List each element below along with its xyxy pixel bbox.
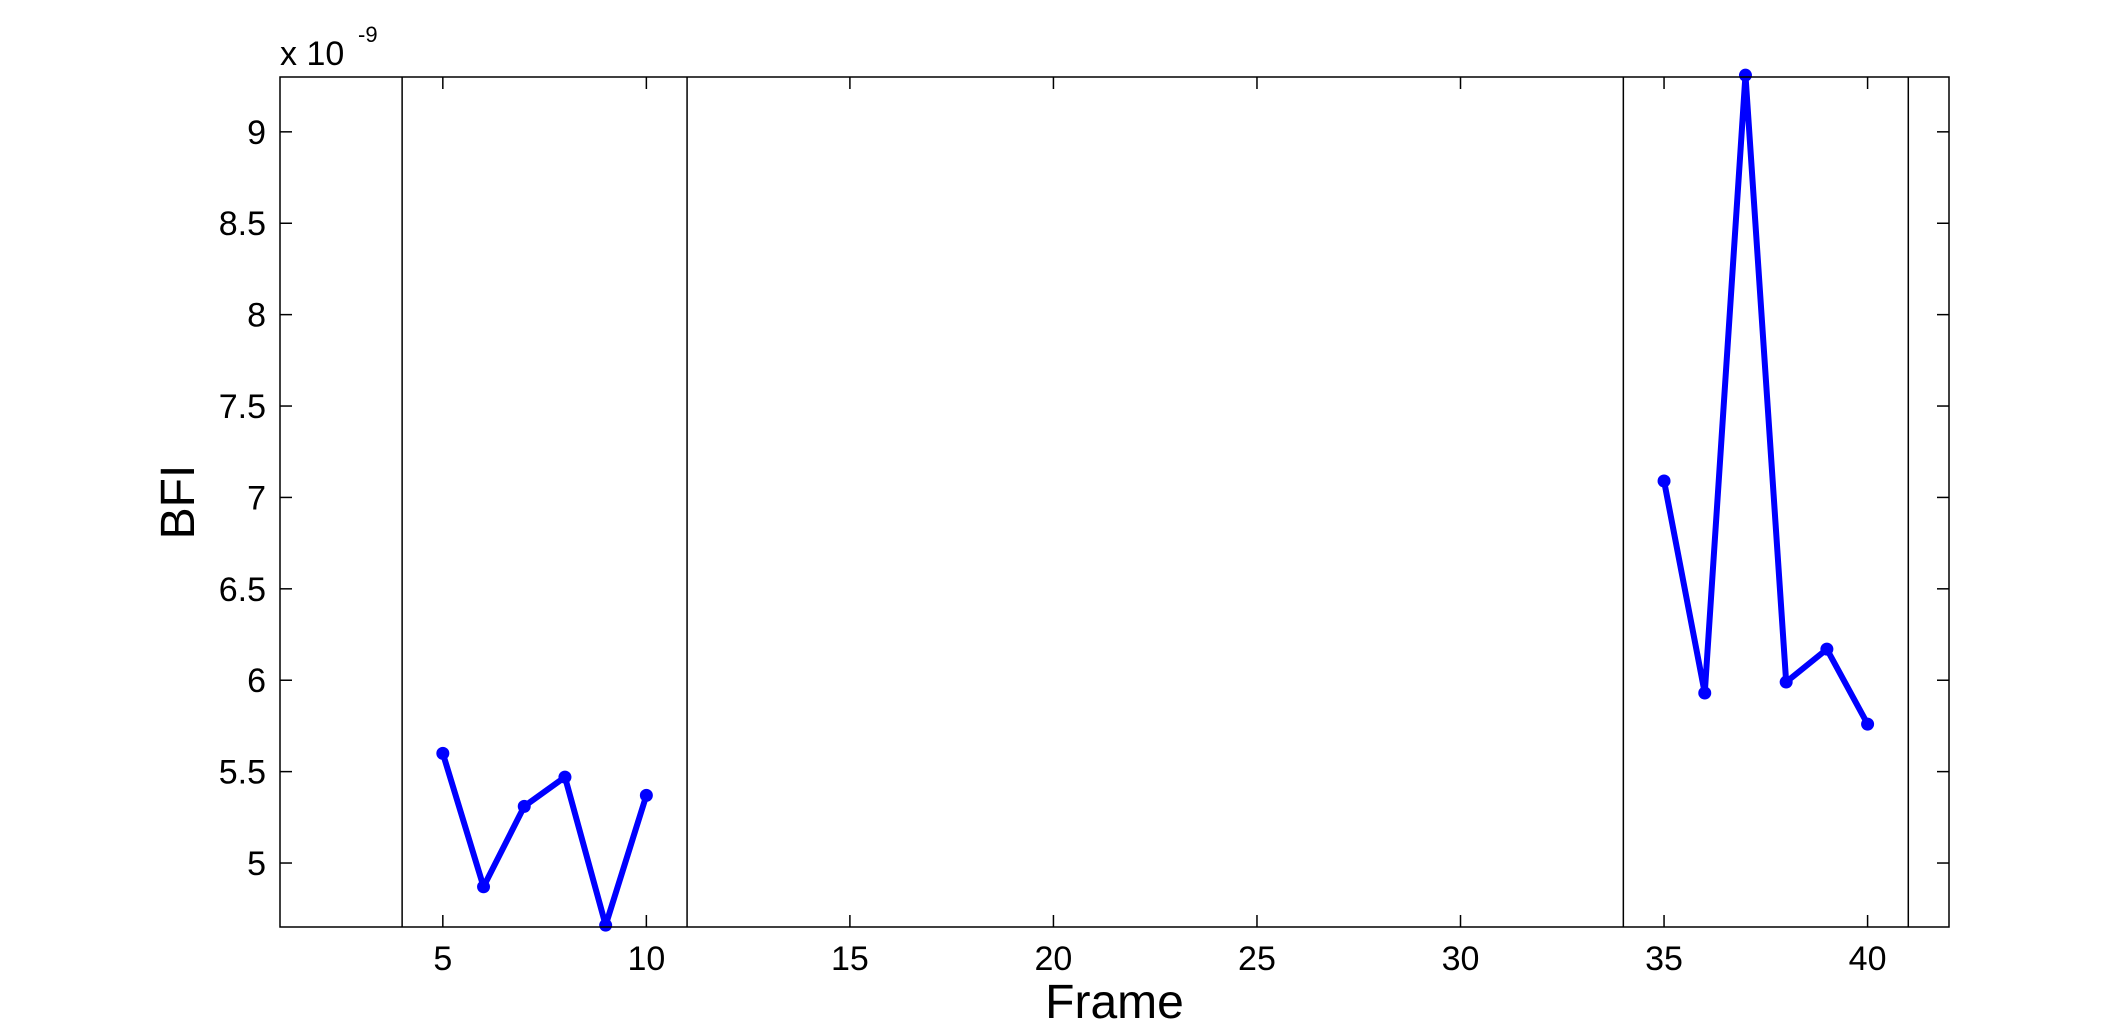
y-axis-label: BFI <box>152 465 205 540</box>
series-1-point-0 <box>1657 474 1671 488</box>
y-tick-label-8: 9 <box>247 114 266 152</box>
series-0-point-0 <box>436 746 450 760</box>
series-0-point-2 <box>517 799 531 813</box>
y-tick-label-2: 6 <box>247 662 266 700</box>
series-1-point-2 <box>1738 68 1752 82</box>
series-1-point-4 <box>1820 642 1834 656</box>
y-tick-label-1: 5.5 <box>219 754 266 792</box>
series-1-point-1 <box>1698 686 1712 700</box>
plot-area-frame <box>279 76 1950 928</box>
series-0-point-4 <box>599 918 613 932</box>
x-axis-label: Frame <box>1045 976 1184 1027</box>
y-tick-label-4: 7 <box>247 479 266 517</box>
series-0-point-3 <box>558 770 572 784</box>
frame-separator-lines <box>401 77 1910 927</box>
x-tick-label-6: 35 <box>1645 940 1683 978</box>
y-tick-label-0: 5 <box>247 845 266 883</box>
y-tick-label-3: 6.5 <box>219 571 266 609</box>
x-tick-label-4: 25 <box>1238 940 1276 978</box>
data-series <box>436 68 1875 932</box>
x-tick-label-1: 10 <box>627 940 665 978</box>
x-tick-label-3: 20 <box>1035 940 1073 978</box>
series-0-point-1 <box>477 880 491 894</box>
y-tick-label-6: 8 <box>247 297 266 335</box>
y-multiplier-exponent: -9 <box>358 22 378 47</box>
x-tick-label-2: 15 <box>831 940 869 978</box>
x-tick-label-7: 40 <box>1849 940 1887 978</box>
series-0-point-5 <box>639 788 653 802</box>
y-tick-labels: 5 5.5 6 6.5 7 7.5 8 8.5 9 <box>219 114 266 883</box>
x-tick-labels: 5 10 15 20 25 30 35 40 <box>433 940 1886 978</box>
axis-ticks <box>280 77 1949 927</box>
x-tick-label-5: 30 <box>1442 940 1480 978</box>
x-tick-label-0: 5 <box>433 940 452 978</box>
series-1-point-3 <box>1779 675 1793 689</box>
y-tick-label-7: 8.5 <box>219 205 266 243</box>
series-1-point-5 <box>1861 717 1875 731</box>
y-multiplier-base: x 10 <box>280 35 344 73</box>
y-tick-label-5: 7.5 <box>219 388 266 426</box>
series-line-0 <box>439 750 650 929</box>
series-line-1 <box>1661 72 1871 728</box>
